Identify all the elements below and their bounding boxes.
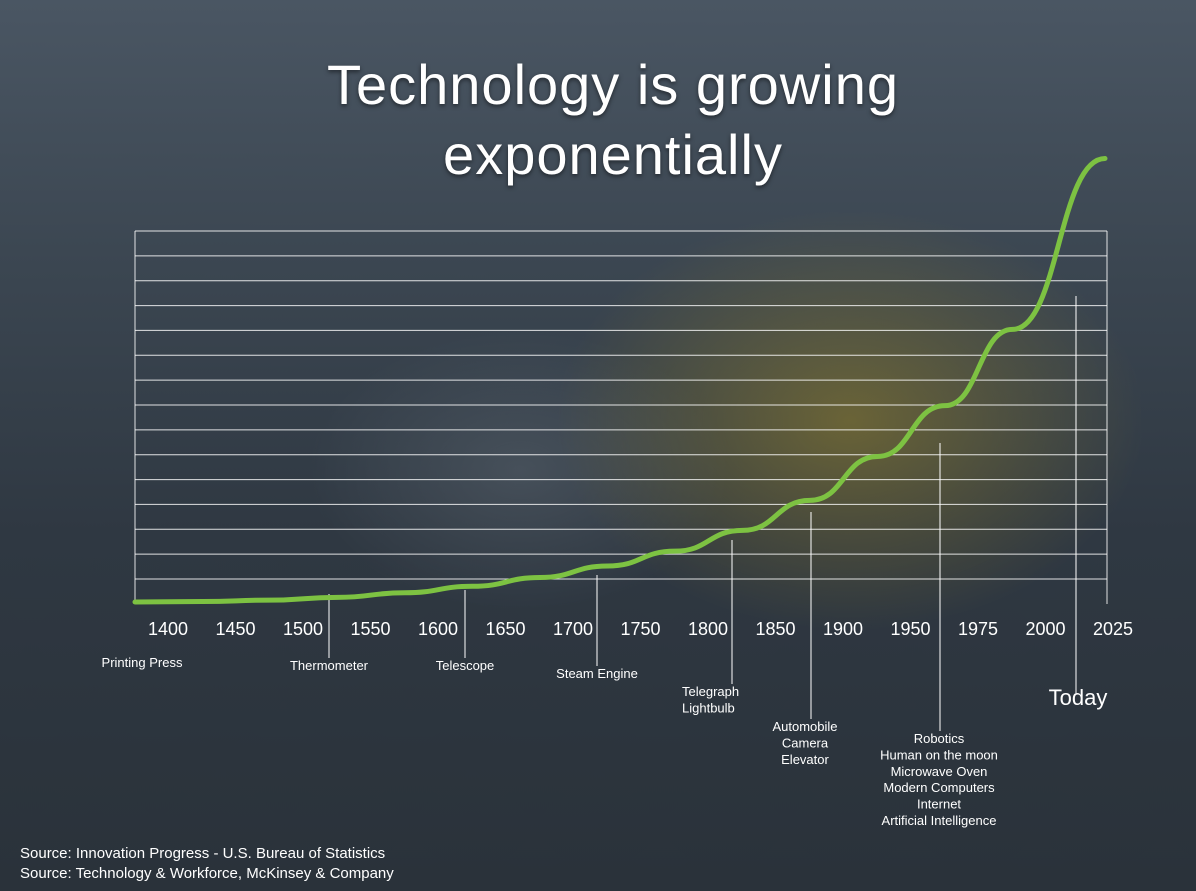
x-tick-label: 1550 <box>350 619 390 639</box>
x-tick-label: 2000 <box>1025 619 1065 639</box>
annotation-label: Printing Press <box>102 655 183 670</box>
title-line-1: Technology is growing <box>327 53 899 116</box>
x-tick-label: 1950 <box>890 619 930 639</box>
x-tick-label: 1800 <box>688 619 728 639</box>
source-2: Source: Technology & Workforce, McKinsey… <box>20 865 394 882</box>
x-tick-label: 1400 <box>148 619 188 639</box>
x-tick-label: 1450 <box>215 619 255 639</box>
x-tick-label: 1600 <box>418 619 458 639</box>
grid-lines <box>134 230 1108 604</box>
x-tick-label: 1850 <box>755 619 795 639</box>
annotation-label: Camera <box>782 735 829 750</box>
annotation-leaders <box>328 296 1077 731</box>
annotation-label: Telescope <box>436 658 495 673</box>
x-tick-label: 1650 <box>485 619 525 639</box>
annotation-label: Telegraph <box>682 684 739 699</box>
annotation-label: Human on the moon <box>880 747 998 762</box>
event-annotations: Printing Press Thermometer Telescope Steam … <box>102 655 1108 828</box>
x-tick-label: 1900 <box>823 619 863 639</box>
sources: Source: Innovation Progress - U.S. Burea… <box>20 844 394 884</box>
annotation-label: Artificial Intelligence <box>882 813 997 828</box>
growth-curve <box>132 155 1108 605</box>
x-axis-tick-labels: 1400 1450 1500 1550 1600 1650 1700 1750 1800 1850… <box>148 619 1133 639</box>
source-1: Source: Innovation Progress - U.S. Burea… <box>20 845 386 862</box>
annotation-label: Today <box>1049 685 1108 710</box>
annotation-label: Modern Computers <box>883 780 995 795</box>
annotation-label: Automobile <box>772 719 837 734</box>
x-tick-label: 1700 <box>553 619 593 639</box>
x-tick-label: 2025 <box>1093 619 1133 639</box>
title-line-2: exponentially <box>443 123 783 186</box>
x-tick-label: 1975 <box>958 619 998 639</box>
chart-title: Technology is growing exponentially <box>0 50 1196 190</box>
annotation-label: Elevator <box>781 752 829 767</box>
x-tick-label: 1750 <box>620 619 660 639</box>
x-tick-label: 1500 <box>283 619 323 639</box>
annotation-label: Internet <box>917 797 961 812</box>
annotation-label: Microwave Oven <box>891 764 988 779</box>
annotation-label: Lightbulb <box>682 700 735 715</box>
annotation-label: Thermometer <box>290 658 369 673</box>
annotation-label: Steam Engine <box>556 666 638 681</box>
annotation-label: Robotics <box>914 731 965 746</box>
